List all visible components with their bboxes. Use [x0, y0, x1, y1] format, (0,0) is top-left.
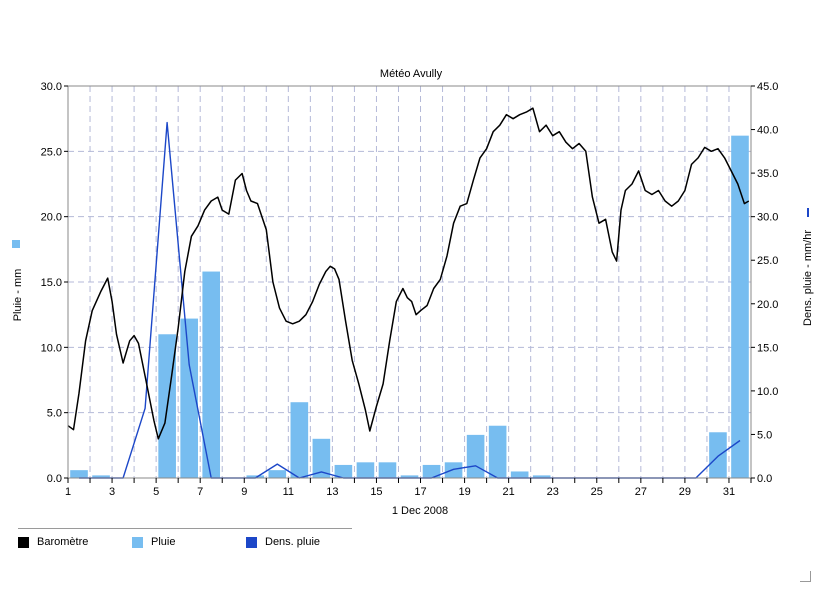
rain-bar [532, 475, 551, 478]
x-tick-label: 25 [591, 486, 603, 498]
legend: Baromètre Pluie Dens. pluie [18, 536, 438, 556]
right-tick-label: 40.0 [757, 125, 778, 137]
legend-swatch-dens-pluie [246, 536, 257, 548]
rain-bar [268, 470, 287, 478]
rain-bar [510, 471, 529, 478]
rain-bars [70, 135, 749, 479]
legend-label: Dens. pluie [265, 536, 321, 548]
rain-bar [312, 438, 331, 478]
chart-title: Météo Avully [380, 68, 443, 80]
rain-bar [92, 475, 110, 478]
x-tick-label: 1 [65, 486, 71, 498]
x-axis-label: 1 Dec 2008 [392, 505, 448, 517]
barometer-line [67, 107, 750, 440]
x-tick-label: 27 [635, 486, 647, 498]
left-tick-label: 25.0 [41, 146, 62, 158]
rain-bar [488, 425, 507, 478]
left-y-ticks: 0.0 5.0 10.0 15.0 20.0 25.0 30.0 [41, 81, 68, 485]
left-tick-label: 0.0 [47, 473, 62, 485]
right-tick-label: 0.0 [757, 473, 772, 485]
right-tick-label: 10.0 [757, 386, 778, 398]
left-tick-label: 30.0 [41, 81, 62, 93]
legend-item-pluie: Pluie [132, 536, 175, 548]
rain-bar [400, 475, 419, 478]
legend-divider [18, 528, 352, 529]
x-tick-label: 31 [723, 486, 735, 498]
rain-bar [246, 475, 265, 478]
rain-bar [422, 464, 441, 478]
rain-bar [731, 135, 749, 479]
right-y-ticks: 0.0 5.0 10.0 15.0 20.0 25.0 30.0 35.0 40.0 45.0 [751, 81, 778, 485]
x-tick-label: 9 [241, 486, 247, 498]
x-tick-label: 19 [458, 486, 470, 498]
grid [68, 86, 751, 478]
right-tick-label: 30.0 [757, 212, 778, 224]
left-tick-label: 10.0 [41, 342, 62, 354]
rain-bar [70, 470, 88, 478]
left-tick-label: 5.0 [47, 408, 62, 420]
x-tick-label: 13 [326, 486, 338, 498]
x-tick-label: 21 [503, 486, 515, 498]
legend-swatch-pluie [132, 536, 143, 548]
corner-mark [800, 571, 811, 582]
x-tick-label: 17 [414, 486, 426, 498]
rain-bar [444, 462, 463, 478]
right-tick-label: 15.0 [757, 342, 778, 354]
right-tick-label: 45.0 [757, 81, 778, 93]
rain-bar [378, 462, 397, 478]
x-tick-label: 29 [679, 486, 691, 498]
rain-bar [709, 432, 727, 478]
left-tick-label: 15.0 [41, 277, 62, 289]
right-tick-label: 25.0 [757, 255, 778, 267]
rain-bar [290, 402, 309, 478]
rain-bar [356, 462, 375, 478]
legend-item-barometre: Baromètre [18, 536, 88, 548]
rain-bar [180, 318, 198, 478]
x-tick-label: 5 [153, 486, 159, 498]
left-tick-label: 20.0 [41, 212, 62, 224]
left-axis-marker [12, 240, 20, 248]
x-tick-label: 7 [197, 486, 203, 498]
rain-bar [202, 271, 221, 478]
right-tick-label: 35.0 [757, 168, 778, 180]
x-tick-label: 23 [547, 486, 559, 498]
legend-item-dens-pluie: Dens. pluie [246, 536, 320, 548]
right-tick-label: 5.0 [757, 429, 772, 441]
legend-label: Pluie [151, 536, 176, 548]
rain-bar [466, 434, 485, 478]
legend-swatch-barometre [18, 536, 29, 548]
legend-label: Baromètre [37, 536, 89, 548]
right-y-axis-label: Dens. pluie - mm/hr [802, 230, 814, 326]
right-tick-label: 20.0 [757, 299, 778, 311]
left-y-axis-label: Pluie - mm [12, 269, 24, 322]
rain-bar [334, 464, 353, 478]
x-tick-label: 11 [283, 486, 294, 498]
x-tick-label: 3 [109, 486, 115, 498]
x-tick-label: 15 [370, 486, 382, 498]
x-ticks: 1 3 5 7 9 11 13 15 17 19 21 23 25 27 29 31 [65, 478, 752, 498]
